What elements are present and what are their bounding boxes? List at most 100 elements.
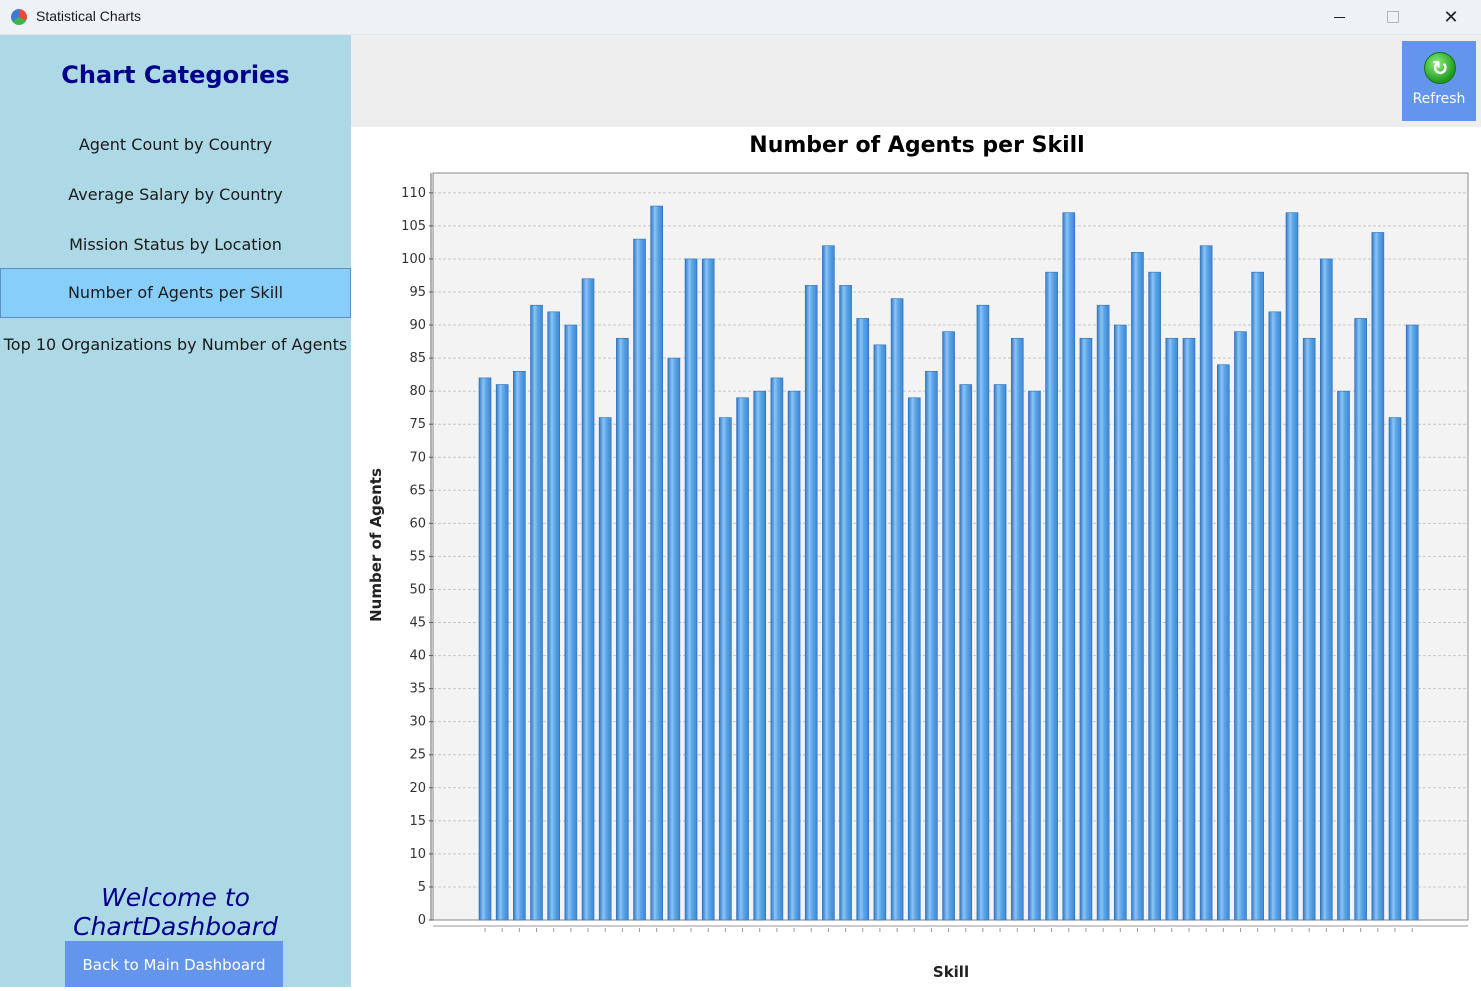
bar bbox=[822, 245, 835, 921]
y-tick-label: 35 bbox=[409, 682, 426, 697]
y-tick-label: 10 bbox=[409, 847, 426, 862]
bar bbox=[976, 304, 990, 921]
bar bbox=[530, 304, 543, 921]
y-tick-label: 75 bbox=[409, 417, 426, 432]
bar bbox=[770, 377, 784, 921]
bar bbox=[1268, 311, 1282, 921]
maximize-button[interactable] bbox=[1370, 0, 1416, 34]
y-tick-label: 80 bbox=[409, 384, 426, 399]
app-icon bbox=[11, 9, 27, 25]
bar bbox=[667, 357, 681, 921]
y-tick-label: 105 bbox=[401, 219, 426, 234]
bar bbox=[873, 344, 887, 921]
bar bbox=[959, 384, 973, 921]
bar bbox=[1079, 337, 1093, 921]
bar bbox=[1285, 212, 1299, 921]
y-tick-label: 5 bbox=[418, 880, 426, 895]
sidebar-item-agents-per-skill[interactable]: Number of Agents per Skill bbox=[0, 268, 351, 318]
bar bbox=[1062, 212, 1076, 921]
y-tick-label: 65 bbox=[409, 483, 426, 498]
bar bbox=[1182, 337, 1196, 921]
close-button[interactable]: ✕ bbox=[1428, 0, 1474, 34]
sidebar-item-average-salary-by-country[interactable]: Average Salary by Country bbox=[68, 185, 283, 204]
toolbar bbox=[351, 35, 1481, 127]
bar bbox=[1165, 337, 1179, 921]
sidebar: Chart Categories Agent Count by Country … bbox=[0, 35, 351, 987]
bar bbox=[736, 397, 749, 921]
bar bbox=[1234, 331, 1247, 921]
bar bbox=[1010, 337, 1024, 921]
bar bbox=[633, 238, 646, 921]
bar bbox=[650, 205, 664, 921]
bar bbox=[564, 324, 578, 921]
chart-panel: Number of Agents per Skill Number of Age… bbox=[351, 127, 1481, 987]
y-tick-label: 70 bbox=[409, 450, 426, 465]
bar bbox=[1217, 364, 1230, 921]
y-tick-label: 55 bbox=[409, 549, 426, 564]
bar bbox=[1045, 271, 1058, 921]
bar bbox=[1337, 390, 1350, 921]
bar-chart: Number of Agents per Skill Number of Age… bbox=[367, 133, 1469, 981]
bar bbox=[513, 371, 526, 921]
y-tick-label: 60 bbox=[409, 516, 426, 531]
welcome-message: Welcome to ChartDashboard bbox=[73, 883, 278, 941]
bar bbox=[942, 331, 955, 921]
minimize-button[interactable] bbox=[1316, 0, 1362, 34]
x-axis-label: Skill bbox=[933, 963, 969, 981]
y-tick-label: 50 bbox=[409, 582, 426, 597]
bar bbox=[1371, 232, 1385, 921]
sidebar-item-top-10-organizations[interactable]: Top 10 Organizations by Number of Agents bbox=[3, 335, 348, 354]
sidebar-item-mission-status-by-location[interactable]: Mission Status by Location bbox=[69, 235, 282, 254]
bar bbox=[1028, 390, 1041, 921]
bar bbox=[1148, 271, 1161, 921]
y-tick-label: 85 bbox=[409, 351, 426, 366]
y-tick-label: 0 bbox=[418, 913, 426, 928]
refresh-button[interactable]: Refresh bbox=[1402, 41, 1476, 121]
bar bbox=[839, 285, 852, 921]
bar bbox=[856, 318, 870, 921]
bar bbox=[1320, 258, 1333, 921]
window-title: Statistical Charts bbox=[36, 8, 142, 24]
bar bbox=[890, 298, 904, 921]
sidebar-item-agent-count-by-country[interactable]: Agent Count by Country bbox=[78, 135, 273, 154]
bar bbox=[701, 258, 715, 921]
bar bbox=[684, 258, 698, 921]
y-axis-label: Number of Agents bbox=[367, 468, 385, 622]
bar bbox=[753, 390, 767, 921]
bar bbox=[993, 384, 1007, 921]
bar bbox=[547, 311, 560, 921]
bar bbox=[1131, 252, 1144, 921]
bar bbox=[907, 397, 921, 921]
plot-area: 0 5 10 15 20 25 30 35 40 45 50 55 60 65 70 75 80 85 90 95 10… bbox=[401, 172, 1469, 932]
bar bbox=[1113, 324, 1127, 921]
y-tick-label: 100 bbox=[401, 252, 426, 267]
close-icon: ✕ bbox=[1443, 6, 1459, 28]
bar bbox=[1199, 245, 1213, 921]
chart-title: Number of Agents per Skill bbox=[749, 133, 1084, 158]
bar bbox=[495, 384, 509, 921]
bar bbox=[1096, 304, 1110, 921]
bar bbox=[616, 337, 629, 921]
bar bbox=[1354, 318, 1367, 921]
bar bbox=[1405, 324, 1419, 921]
bar bbox=[925, 371, 938, 921]
y-tick-label: 45 bbox=[409, 616, 426, 631]
bar bbox=[1388, 417, 1402, 921]
bar bbox=[719, 417, 732, 921]
maximize-icon bbox=[1387, 11, 1399, 23]
bar bbox=[598, 417, 612, 921]
y-tick-label: 40 bbox=[409, 649, 426, 664]
bar bbox=[1302, 337, 1316, 921]
bar bbox=[787, 390, 801, 921]
y-tick-label: 20 bbox=[409, 781, 426, 796]
bar bbox=[478, 377, 492, 921]
back-to-main-dashboard-button[interactable]: Back to Main Dashboard bbox=[65, 941, 283, 987]
y-tick-label: 90 bbox=[409, 318, 426, 333]
bar bbox=[804, 285, 818, 921]
minimize-icon bbox=[1333, 16, 1345, 18]
y-tick-label: 30 bbox=[409, 715, 426, 730]
y-tick-label: 15 bbox=[409, 814, 426, 829]
refresh-icon bbox=[1424, 52, 1456, 84]
title-bar: Statistical Charts ✕ bbox=[0, 0, 1481, 35]
y-tick-label: 25 bbox=[409, 748, 426, 763]
